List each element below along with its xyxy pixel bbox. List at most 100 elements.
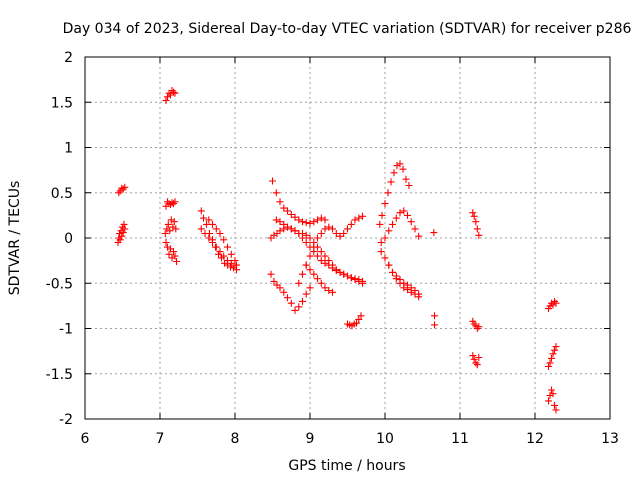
data-point xyxy=(299,270,306,278)
data-point xyxy=(171,198,179,206)
data-point xyxy=(378,211,386,219)
x-axis-tick-labels: 6 7 8 9 10 11 12 13 xyxy=(81,431,619,447)
data-point xyxy=(116,236,124,244)
data-point xyxy=(220,252,228,260)
x-tick-label: 11 xyxy=(451,431,469,447)
data-point xyxy=(344,225,351,233)
data-point xyxy=(233,266,240,274)
data-point xyxy=(545,363,552,370)
series-arc-11.2b xyxy=(469,317,483,332)
data-point xyxy=(306,234,314,242)
data-point xyxy=(302,261,310,269)
y-tick-label: 1.5 xyxy=(51,95,73,111)
data-point xyxy=(355,315,363,323)
data-point xyxy=(317,214,325,222)
y-tick-label: 2 xyxy=(64,50,73,66)
data-point xyxy=(551,401,558,409)
data-point xyxy=(552,343,560,351)
data-point xyxy=(325,223,333,231)
data-point xyxy=(269,177,276,185)
data-point xyxy=(321,216,329,224)
data-point xyxy=(321,284,329,292)
data-point xyxy=(197,207,205,215)
data-point xyxy=(272,216,280,224)
data-point xyxy=(162,96,170,104)
data-point xyxy=(118,232,126,240)
data-point xyxy=(470,212,478,220)
grid xyxy=(85,57,610,419)
data-point xyxy=(295,303,303,311)
data-point xyxy=(171,252,179,260)
data-point xyxy=(392,275,400,283)
data-point xyxy=(548,386,555,394)
data-point xyxy=(209,220,216,228)
data-point xyxy=(299,218,306,226)
data-point xyxy=(321,225,329,233)
x-tick-label: 9 xyxy=(306,431,315,447)
data-point xyxy=(317,257,325,265)
data-point xyxy=(431,321,438,329)
data-point xyxy=(287,299,295,307)
data-point xyxy=(400,284,408,292)
data-point xyxy=(355,214,363,222)
data-point xyxy=(329,225,336,233)
series-arc-12.2b xyxy=(545,343,560,370)
data-point xyxy=(473,225,481,233)
data-point xyxy=(469,352,477,360)
data-point xyxy=(385,261,393,269)
data-point xyxy=(475,323,483,331)
data-point xyxy=(302,231,310,239)
data-point xyxy=(415,293,423,301)
data-point xyxy=(284,294,291,302)
data-point xyxy=(299,297,306,305)
data-point xyxy=(336,268,344,276)
y-tick-label: 0 xyxy=(64,231,73,247)
data-point xyxy=(203,220,210,228)
data-point xyxy=(173,258,180,265)
series-arc-7.1c xyxy=(162,239,180,265)
y-tick-label: 0.5 xyxy=(51,186,73,202)
data-point xyxy=(162,239,170,246)
data-point xyxy=(551,346,558,354)
data-point xyxy=(321,259,329,267)
data-point xyxy=(224,243,231,251)
data-point xyxy=(407,218,415,226)
data-point xyxy=(381,234,389,242)
series-arc-12.2c xyxy=(545,386,560,414)
data-point xyxy=(220,236,228,244)
data-points xyxy=(114,87,560,414)
data-point xyxy=(340,230,348,237)
data-point xyxy=(389,220,396,228)
series-arc-7.1b xyxy=(161,216,180,237)
data-point xyxy=(119,229,127,237)
series-arc-10.1mid xyxy=(377,207,423,246)
data-point xyxy=(357,312,365,320)
data-point xyxy=(120,220,128,228)
data-point xyxy=(291,306,299,314)
data-point xyxy=(231,257,239,265)
data-point xyxy=(295,230,303,237)
data-point xyxy=(197,225,205,233)
series-arc-9.0down xyxy=(302,261,336,296)
data-point xyxy=(170,218,178,226)
data-point xyxy=(302,239,310,246)
data-point xyxy=(121,225,129,233)
data-point xyxy=(280,204,288,212)
data-point xyxy=(430,229,438,237)
data-point xyxy=(121,183,129,191)
data-point xyxy=(469,209,477,217)
data-point xyxy=(405,182,413,189)
data-point xyxy=(353,319,360,327)
data-point xyxy=(546,359,554,367)
data-point xyxy=(329,264,336,272)
data-point xyxy=(314,216,321,224)
data-point xyxy=(284,223,291,231)
data-point xyxy=(291,213,299,221)
y-tick-label: -1 xyxy=(59,322,73,338)
data-point xyxy=(377,239,385,246)
series-arc-8.5lo xyxy=(267,270,314,314)
data-point xyxy=(402,175,410,183)
data-point xyxy=(276,198,284,206)
series-arc-7.8 xyxy=(205,216,239,265)
